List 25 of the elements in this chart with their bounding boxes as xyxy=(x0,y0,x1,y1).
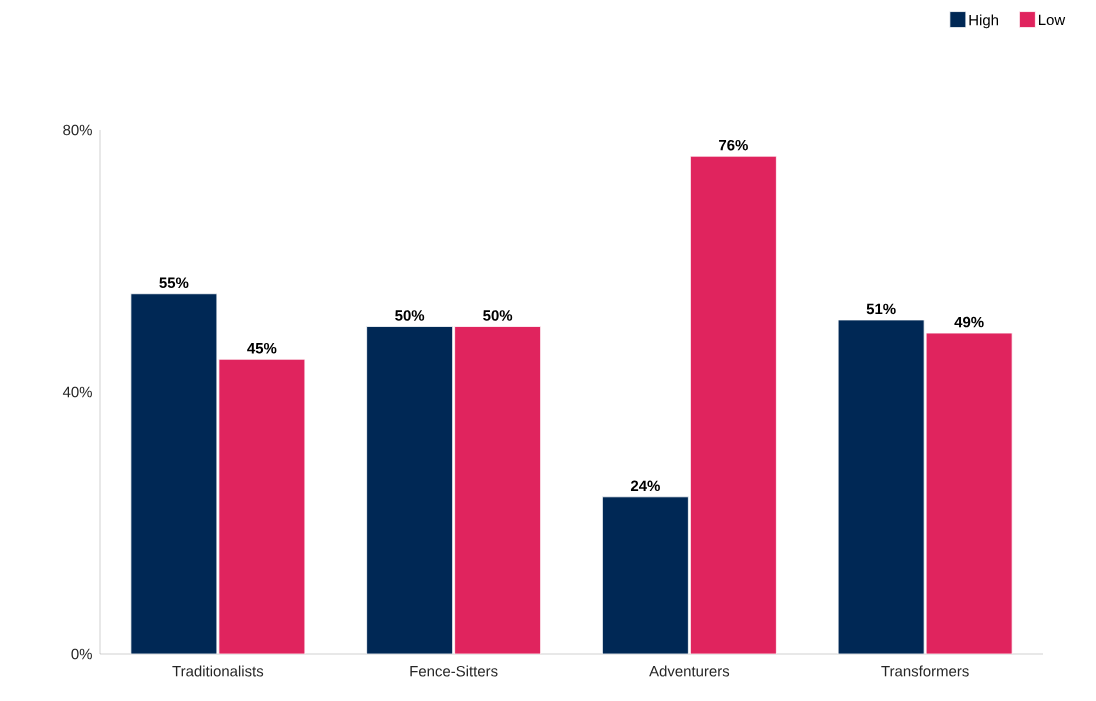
bar xyxy=(130,293,218,654)
bar xyxy=(689,155,777,654)
data-label: 45% xyxy=(247,342,277,354)
x-tick-label: Transformers xyxy=(881,665,969,677)
y-tick-label: 40% xyxy=(62,386,92,398)
bar xyxy=(366,326,454,654)
data-label: 76% xyxy=(719,139,748,151)
data-label: 24% xyxy=(630,480,660,492)
x-tick-label: Traditionalists xyxy=(172,665,264,677)
legend-label: Low xyxy=(1038,14,1066,26)
bar xyxy=(601,496,689,654)
x-tick-label: Adventurers xyxy=(649,665,730,677)
y-tick-label: 80% xyxy=(63,124,92,136)
data-label: 49% xyxy=(954,316,984,328)
bar xyxy=(925,332,1013,654)
y-tick-label: 0% xyxy=(71,648,92,660)
x-tick-label: Fence-Sitters xyxy=(410,665,498,677)
data-label: 50% xyxy=(483,310,513,321)
bar xyxy=(837,319,925,654)
legend-label: High xyxy=(969,14,999,29)
data-label: 50% xyxy=(395,310,425,321)
data-label: 55% xyxy=(159,277,189,289)
bar xyxy=(454,326,542,654)
bar xyxy=(218,358,306,654)
data-label: 51% xyxy=(866,303,896,315)
